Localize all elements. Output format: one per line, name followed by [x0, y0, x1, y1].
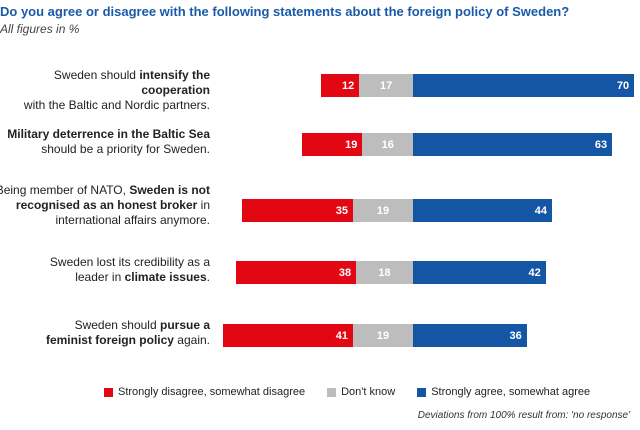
bar-dontknow: 19: [352, 324, 413, 347]
data-label: 70: [616, 79, 630, 92]
data-label: 44: [534, 204, 548, 217]
legend-label-agree: Strongly agree, somewhat agree: [431, 386, 591, 398]
bar-disagree: 35: [242, 199, 353, 222]
legend-swatch-disagree: [104, 387, 113, 397]
bar-disagree: 12: [321, 74, 360, 97]
legend: Strongly disagree, somewhat disagree Don…: [104, 386, 612, 398]
footnote: Deviations from 100% result from: 'no re…: [417, 410, 630, 421]
bar-agree: 36: [413, 324, 527, 347]
legend-label-disagree: Strongly disagree, somewhat disagree: [118, 386, 306, 398]
category-label: Sweden lost its credibility as a leader i…: [49, 255, 210, 284]
category-label: Sweden should intensify the cooperation w…: [23, 68, 210, 112]
legend-label-dontknow: Don't know: [341, 386, 396, 398]
bar-dontknow: 16: [362, 133, 413, 156]
data-label: 17: [380, 79, 393, 92]
bar-disagree: 38: [236, 261, 357, 284]
legend-item-disagree: Strongly disagree, somewhat disagree: [104, 386, 305, 398]
data-label: 63: [594, 138, 608, 151]
data-label: 41: [335, 329, 348, 342]
chart-subtitle: All figures in %: [0, 22, 80, 36]
bar-dontknow: 19: [352, 199, 413, 222]
bar-dontknow: 18: [356, 261, 413, 284]
data-label: 42: [528, 266, 541, 279]
data-label: 18: [378, 266, 391, 279]
bar-agree: 42: [413, 261, 546, 284]
data-label: 19: [376, 204, 390, 217]
legend-item-agree: Strongly agree, somewhat agree: [417, 386, 590, 398]
bar-agree: 63: [413, 133, 613, 156]
bar-disagree: 19: [302, 133, 363, 156]
data-label: 36: [509, 329, 522, 342]
data-label: 12: [342, 79, 355, 92]
data-label: 19: [345, 138, 358, 151]
chart-title: Do you agree or disagree with the follow…: [0, 4, 570, 19]
legend-swatch-agree: [417, 387, 427, 397]
category-label: Sweden should pursue a feminist foreign p…: [45, 318, 210, 347]
category-label: Being member of NATO, Sweden is not recog…: [0, 183, 210, 227]
bar-agree: 44: [413, 199, 553, 222]
legend-item-dontknow: Don't know: [327, 386, 395, 398]
bar-disagree: 41: [223, 324, 353, 347]
data-label: 16: [381, 138, 394, 151]
legend-swatch-dontknow: [327, 387, 337, 397]
bar-agree: 70: [413, 74, 635, 97]
data-label: 19: [376, 329, 390, 342]
data-label: 38: [338, 266, 352, 279]
bar-dontknow: 17: [359, 74, 413, 97]
category-label: Military deterrence in the Baltic Sea sho…: [7, 127, 210, 156]
data-label: 35: [335, 204, 348, 217]
